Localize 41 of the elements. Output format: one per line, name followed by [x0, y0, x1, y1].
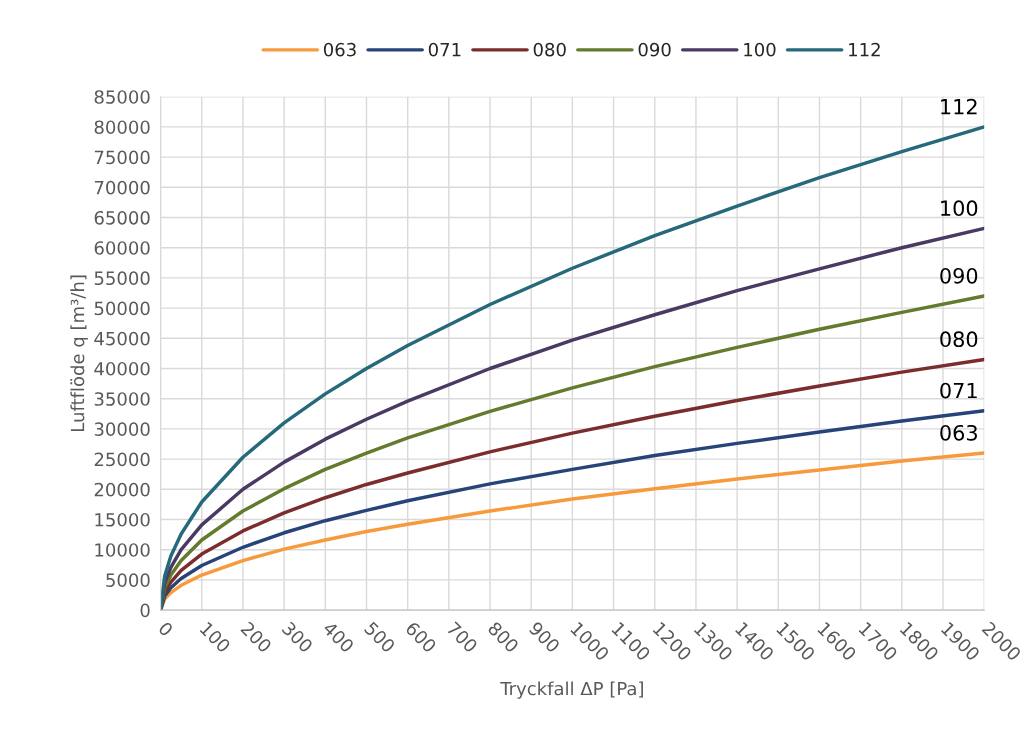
x-tick-label: 0 [157, 620, 174, 638]
text: 080 [940, 331, 978, 348]
x-tick-label: 100 [199, 621, 232, 654]
y-tick-label: 85000 [94, 90, 150, 104]
x-tick-label: 300 [281, 621, 314, 654]
legend-label: 080 [533, 42, 566, 57]
y-tick-label: 40000 [94, 361, 150, 376]
y-tick-label: 5000 [106, 573, 150, 587]
text: 100 [941, 200, 978, 217]
y-tick-label: 25000 [94, 452, 150, 467]
text: 063 [940, 424, 977, 441]
x-axis-title: Tryckfall ΔP [Pa] [500, 681, 643, 699]
text: 071 [940, 382, 977, 399]
y-tick-label: 55000 [94, 271, 150, 286]
legend-label: 112 [849, 42, 880, 57]
text: 112 [941, 98, 977, 115]
legend-label: 090 [638, 42, 671, 57]
x-tick-label: 600 [404, 620, 438, 654]
text: 090 [940, 267, 978, 284]
y-tick-label: 0 [140, 603, 150, 618]
y-tick-label: 35000 [94, 392, 150, 406]
y-tick-label: 60000 [94, 241, 150, 255]
legend-label: 071 [428, 42, 461, 57]
y-tick-label: 50000 [94, 301, 150, 316]
x-tick-label: 400 [322, 620, 355, 654]
x-tick-label: 900 [528, 620, 561, 654]
y-tick-label: 80000 [94, 120, 150, 135]
legend-label: 063 [323, 42, 356, 57]
x-tick-label: 200 [240, 621, 273, 654]
legend-label: 100 [744, 42, 776, 57]
y-tick-label: 45000 [94, 331, 150, 346]
x-tick-label: 800 [487, 620, 520, 654]
x-tick-label: 500 [363, 621, 396, 654]
y-tick-label: 30000 [94, 422, 150, 437]
y-tick-label: 10000 [95, 543, 150, 557]
y-tick-label: 65000 [94, 210, 150, 225]
y-tick-label: 15000 [95, 512, 150, 527]
y-tick-label: 75000 [94, 150, 150, 165]
y-tick-label: 20000 [94, 482, 150, 497]
y-tick-label: 70000 [94, 180, 150, 195]
y-axis-title: Luftflöde q [m³/h] [70, 275, 88, 431]
